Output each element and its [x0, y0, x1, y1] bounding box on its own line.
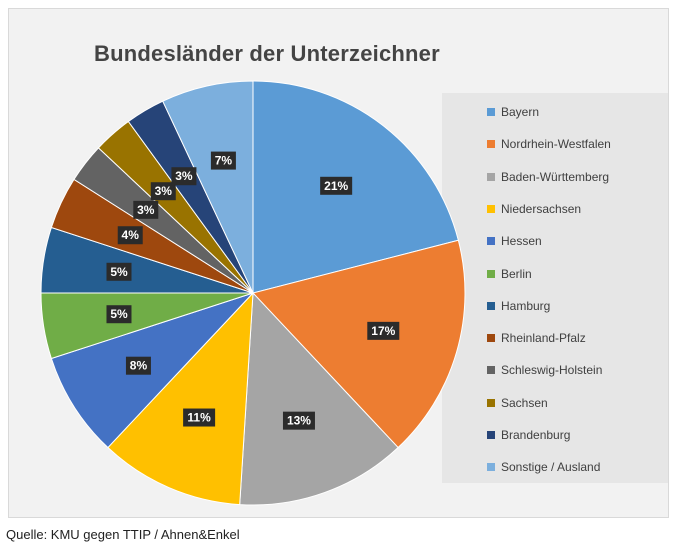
legend-label: Berlin	[501, 266, 532, 281]
legend-item-hamburg: Hamburg	[487, 298, 550, 314]
data-label-text: 11%	[187, 411, 211, 425]
data-label-text: 8%	[130, 359, 148, 373]
data-label-background	[106, 262, 132, 281]
pie-slice-baden-wuerttemberg	[239, 291, 399, 506]
legend-item-bayern: Bayern	[487, 104, 539, 120]
data-label-text: 13%	[287, 414, 311, 428]
legend-swatch	[487, 237, 495, 246]
legend-label: Sonstige / Ausland	[501, 460, 601, 475]
legend-swatch	[487, 366, 495, 375]
data-label-text: 5%	[110, 307, 128, 321]
data-label-text: 3%	[175, 169, 193, 183]
legend-item-rheinland-pfalz: Rheinland-Pfalz	[487, 330, 586, 346]
data-label-schleswig-holstein: 3%	[133, 200, 159, 219]
data-label-text: 3%	[155, 184, 173, 198]
data-label-background	[210, 151, 236, 170]
legend-item-niedersachsen: Niedersachsen	[487, 201, 581, 217]
data-label-text: 4%	[122, 228, 140, 242]
legend-label: Hamburg	[501, 298, 551, 313]
chart-title: Bundesländer der Unterzeichner	[94, 41, 440, 66]
pie-slice-bayern	[252, 80, 459, 294]
data-label-text: 21%	[324, 179, 348, 193]
legend-label: Sachsen	[501, 395, 548, 410]
legend-item-schleswig-holstein: Schleswig-Holstein	[487, 362, 602, 378]
legend-label: Hessen	[501, 234, 542, 249]
legend-label: Nordrhein-Westfalen	[501, 137, 611, 152]
legend-item-nordrhein-westfalen: Nordrhein-Westfalen	[487, 136, 611, 152]
legend-label: Bayern	[501, 105, 540, 119]
data-label-text: 17%	[371, 324, 395, 338]
data-label-background	[150, 182, 176, 201]
data-label-bayern: 21%	[320, 176, 353, 195]
data-label-background	[133, 200, 159, 219]
data-label-rheinland-pfalz: 4%	[117, 226, 143, 245]
data-label-background	[117, 226, 143, 245]
data-label-hamburg: 5%	[106, 262, 132, 281]
data-label-baden-wuerttemberg: 13%	[282, 411, 315, 430]
data-label-background	[106, 305, 132, 324]
legend-item-hessen: Hessen	[487, 233, 542, 249]
legend-swatch	[487, 108, 495, 116]
legend-swatch	[487, 398, 495, 407]
legend-item-baden-wuerttemberg: Baden-Württemberg	[487, 169, 609, 185]
data-label-hessen: 8%	[125, 356, 151, 375]
data-label-text: 7%	[215, 154, 233, 168]
legend-label: Brandenburg	[501, 428, 571, 442]
legend-swatch	[487, 269, 495, 278]
data-label-nordrhein-westfalen: 17%	[367, 321, 400, 340]
legend-swatch	[487, 301, 495, 310]
legend-swatch	[487, 431, 495, 439]
legend-item-sonstige-ausland: Sonstige / Ausland	[487, 459, 600, 475]
pie-slice-hessen	[50, 292, 254, 449]
data-label-background	[183, 408, 216, 427]
pie-slice-nordrhein-westfalen	[252, 239, 466, 449]
pie-slice-sonstige-ausland	[162, 80, 254, 294]
data-label-sonstige-ausland: 7%	[210, 151, 236, 170]
legend: Bayern Nordrhein-Westfalen Baden-Württembe…	[442, 93, 668, 483]
data-label-text: 5%	[110, 265, 128, 279]
legend-swatch	[487, 140, 495, 149]
legend-swatch	[487, 204, 495, 213]
legend-label: Schleswig-Holstein	[501, 363, 603, 378]
legend-swatch	[487, 463, 495, 472]
data-label-sachsen: 3%	[150, 182, 176, 201]
data-label-berlin: 5%	[106, 305, 132, 324]
legend-swatch	[487, 172, 495, 181]
legend-swatch	[487, 334, 495, 343]
legend-label: Baden-Württemberg	[501, 169, 610, 184]
pie-slice-niedersachsen	[107, 291, 254, 506]
data-label-background	[320, 176, 353, 195]
data-label-text: 3%	[137, 203, 155, 217]
source-note: Quelle: KMU gegen TTIP / Ahnen&Enkel	[6, 527, 240, 542]
legend-item-brandenburg: Brandenburg	[487, 427, 570, 443]
data-label-niedersachsen: 11%	[183, 408, 216, 427]
data-label-brandenburg: 3%	[171, 167, 197, 186]
data-label-background	[171, 167, 197, 186]
data-label-background	[125, 356, 151, 375]
legend-item-berlin: Berlin	[487, 266, 532, 282]
data-label-background	[282, 411, 315, 430]
data-label-background	[367, 321, 400, 340]
legend-label: Rheinland-Pfalz	[501, 331, 586, 346]
legend-label: Niedersachsen	[501, 201, 582, 216]
legend-item-sachsen: Sachsen	[487, 395, 548, 411]
